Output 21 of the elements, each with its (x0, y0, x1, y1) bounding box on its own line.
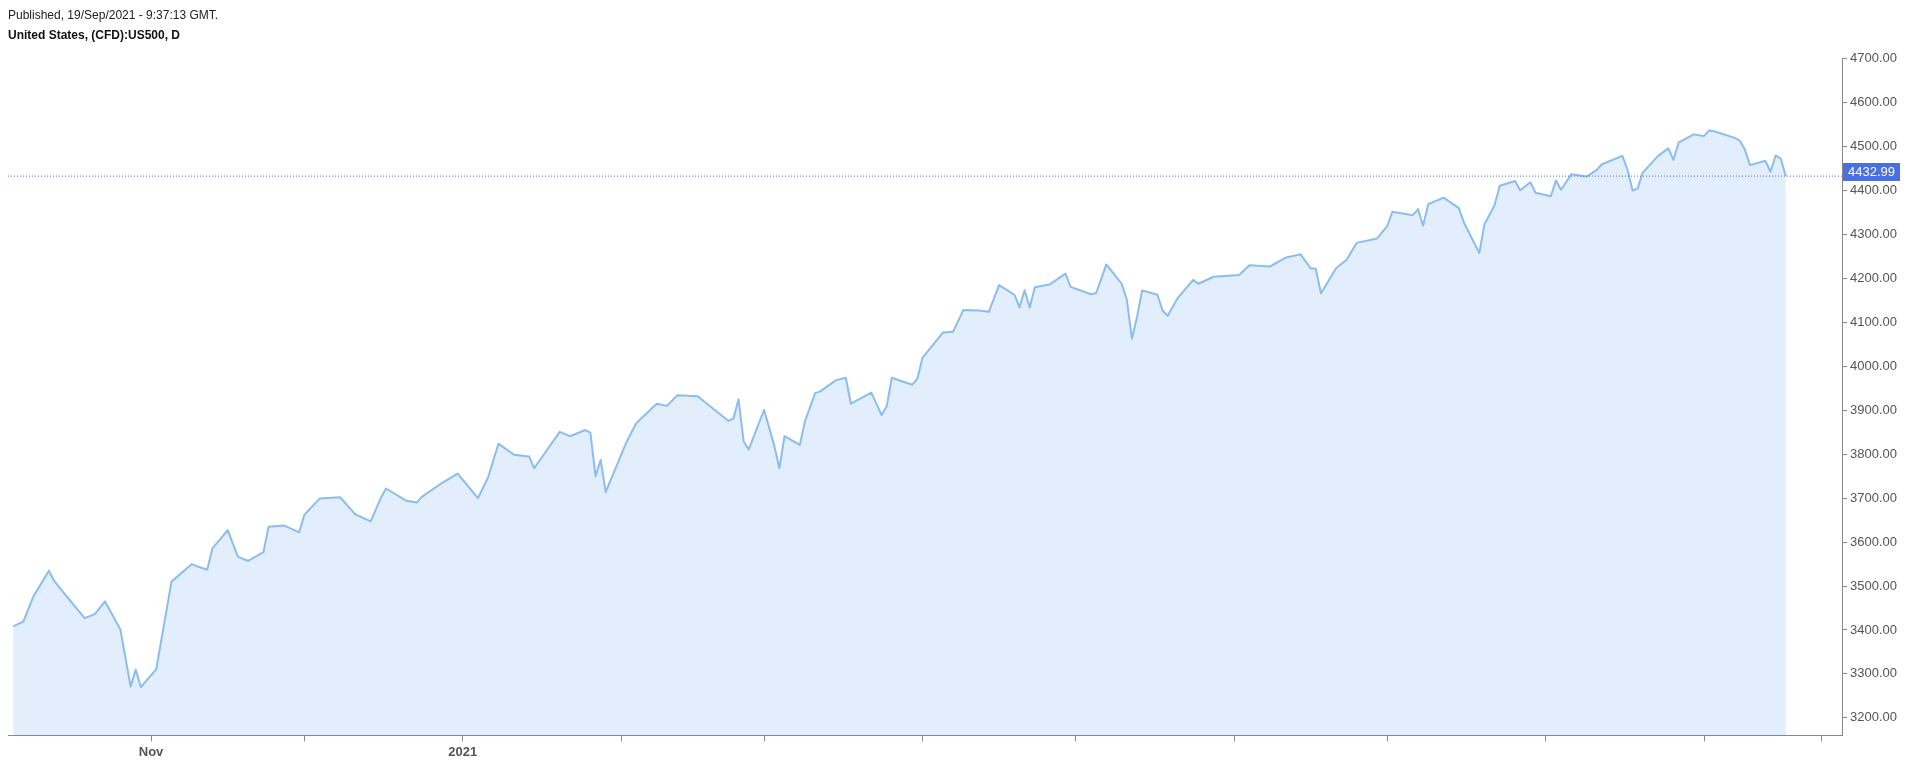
y-tick-label: 3300.00 (1850, 665, 1898, 681)
y-tick-label: 4300.00 (1850, 226, 1898, 242)
y-tick-label: 4500.00 (1850, 138, 1898, 154)
ref-line-label: 4432.99 (1848, 163, 1896, 179)
y-tick-label: 3800.00 (1850, 445, 1898, 461)
y-tick-label: 3200.00 (1850, 709, 1898, 725)
y-tick-label: 4100.00 (1850, 313, 1898, 329)
y-tick-label: 3400.00 (1850, 621, 1898, 637)
y-tick-label: 3600.00 (1850, 533, 1898, 549)
y-tick-label: 3700.00 (1850, 489, 1898, 505)
y-tick-label: 4700.00 (1850, 50, 1898, 66)
x-tick-label: 2021 (448, 743, 478, 759)
y-tick-label: 3500.00 (1850, 577, 1898, 593)
y-tick-label: 4000.00 (1850, 357, 1898, 373)
y-tick-label: 3900.00 (1850, 401, 1898, 417)
chart-subtitle: Published, 19/Sep/2021 - 9:37:13 GMT. (8, 8, 220, 24)
y-tick-label: 4200.00 (1850, 270, 1898, 286)
y-tick-label: 4600.00 (1850, 94, 1898, 110)
y-tick-label: 4400.00 (1850, 182, 1898, 198)
x-tick-label: Nov (138, 743, 165, 759)
chart-title: United States, (CFD):US500, D (8, 28, 182, 44)
